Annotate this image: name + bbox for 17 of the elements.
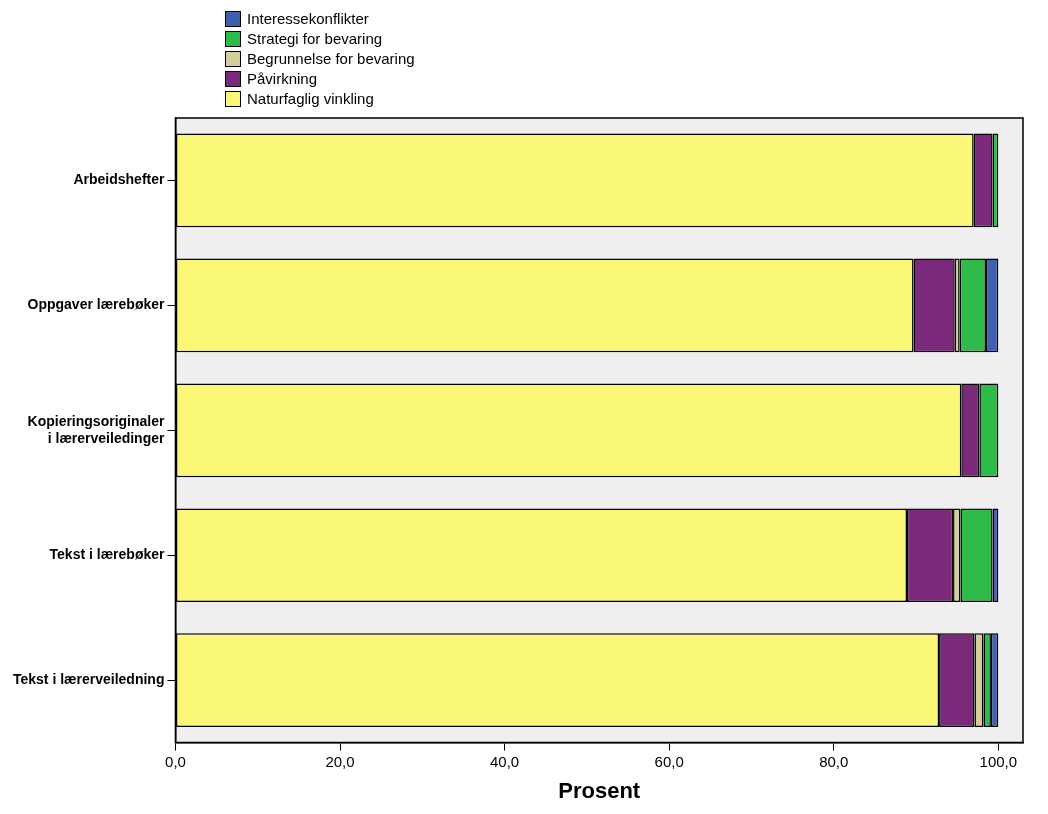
y-tick-label: Tekst i lærerveiledning: [12, 671, 165, 687]
y-tick-label: Tekst i lærebøker: [49, 546, 165, 563]
legend-label: Strategi for bevaring: [247, 30, 383, 47]
x-tick-label: 20,0: [325, 752, 355, 770]
x-tick-label: 60,0: [654, 752, 684, 770]
legend-label: Påvirkning: [247, 70, 318, 87]
legend-label: Interessekonflikter: [247, 10, 369, 27]
y-tick-label: Oppgaver lærebøker: [27, 296, 166, 313]
x-tick-label: 80,0: [819, 752, 849, 770]
x-tick-label: 0,0: [165, 752, 186, 770]
x-axis-title: Prosent: [558, 777, 641, 803]
y-tick-label: Arbeidshefter: [73, 171, 165, 188]
y-tick-label: Kopieringsoriginaler i lærerveiledinger: [27, 412, 166, 446]
series-label: Naturfaglig vinkling: [247, 90, 374, 107]
x-tick-label: 40,0: [490, 752, 520, 770]
x-tick-label: 100,0: [979, 752, 1018, 770]
legend-label: Begrunnelse for bevaring: [247, 50, 415, 67]
